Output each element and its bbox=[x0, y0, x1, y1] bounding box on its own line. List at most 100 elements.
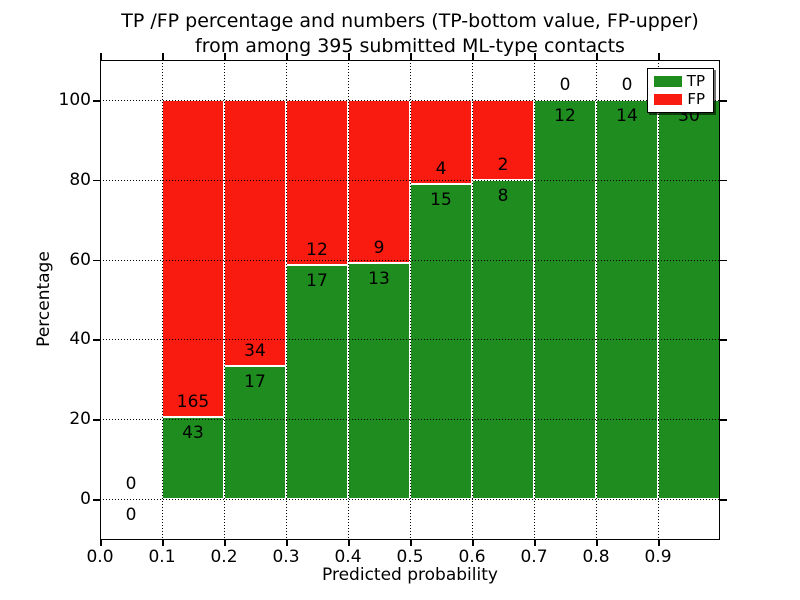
x-tick-mark bbox=[596, 539, 598, 546]
x-tick-mark-top bbox=[224, 53, 226, 60]
top-spine bbox=[100, 60, 720, 61]
fp-count-label: 34 bbox=[244, 341, 266, 361]
tp-count-label: 43 bbox=[182, 422, 204, 443]
y-tick-label: 100 bbox=[58, 90, 91, 110]
fp-count-label: 9 bbox=[373, 238, 385, 259]
x-gridline bbox=[348, 60, 349, 539]
fp-count-label: 165 bbox=[176, 391, 210, 412]
left-spine bbox=[100, 60, 101, 540]
x-tick-label: 0.3 bbox=[272, 547, 300, 567]
x-tick-mark-top bbox=[472, 53, 474, 60]
x-tick-mark bbox=[658, 539, 660, 546]
y-tick-mark bbox=[93, 499, 100, 501]
chart-title: TP /FP percentage and numbers (TP-bottom… bbox=[100, 9, 720, 59]
x-tick-mark-top bbox=[348, 53, 350, 60]
x-gridline bbox=[472, 60, 473, 539]
tp-count-label: 17 bbox=[306, 271, 328, 292]
x-tick-mark bbox=[534, 539, 536, 546]
x-tick-mark bbox=[286, 539, 288, 546]
y-tick-mark bbox=[93, 339, 100, 341]
x-gridline bbox=[162, 60, 163, 539]
y-tick-mark bbox=[93, 179, 100, 182]
tp-count-label: 15 bbox=[430, 189, 452, 210]
x-tick-label: 0.9 bbox=[644, 547, 672, 567]
x-tick-mark bbox=[162, 539, 164, 546]
fp-bar-segment bbox=[162, 100, 224, 417]
x-tick-mark bbox=[410, 539, 412, 546]
x-tick-mark-top bbox=[596, 53, 598, 60]
x-tick-label: 0.2 bbox=[210, 547, 238, 567]
x-tick-mark bbox=[100, 539, 102, 546]
fp-count-label: 0 bbox=[125, 474, 137, 494]
x-tick-mark bbox=[348, 539, 350, 546]
x-tick-label: 0.1 bbox=[148, 547, 176, 567]
x-tick-label: 0.4 bbox=[334, 547, 362, 567]
fp-bar-segment bbox=[224, 100, 286, 366]
tp-bar-segment bbox=[286, 265, 348, 499]
x-tick-label: 0.8 bbox=[582, 547, 610, 567]
fp-bar-segment bbox=[472, 100, 534, 180]
y-tick-label: 20 bbox=[69, 409, 91, 430]
y-axis-label: Percentage bbox=[34, 251, 54, 347]
y-tick-mark-right bbox=[720, 499, 727, 501]
legend: TP FP bbox=[647, 68, 714, 113]
y-tick-mark-right bbox=[720, 339, 727, 341]
x-tick-label: 0.6 bbox=[458, 547, 486, 567]
tp-bar-segment bbox=[348, 263, 410, 499]
right-spine bbox=[719, 60, 720, 540]
tp-count-label: 17 bbox=[244, 372, 266, 392]
x-tick-mark-top bbox=[658, 53, 660, 60]
fp-count-label: 12 bbox=[306, 240, 328, 261]
fp-count-label: 4 bbox=[435, 158, 447, 179]
y-tick-mark-right bbox=[720, 419, 727, 421]
y-tick-mark-right bbox=[720, 259, 727, 262]
x-tick-label: 0.0 bbox=[86, 547, 114, 567]
x-gridline bbox=[410, 60, 411, 539]
fp-count-label: 0 bbox=[559, 75, 571, 95]
x-tick-mark bbox=[224, 539, 226, 546]
x-tick-mark-top bbox=[162, 53, 164, 60]
y-tick-mark-right bbox=[720, 100, 727, 102]
x-tick-mark-top bbox=[410, 53, 412, 60]
y-tick-mark bbox=[93, 419, 100, 421]
tp-count-label: 8 bbox=[497, 185, 509, 206]
x-gridline bbox=[658, 60, 659, 539]
fp-legend-swatch bbox=[654, 94, 682, 106]
x-gridline bbox=[534, 60, 535, 539]
fp-bar-segment bbox=[286, 100, 348, 266]
y-tick-mark bbox=[93, 259, 100, 262]
tp-count-label: 0 bbox=[125, 505, 137, 525]
y-tick-label: 40 bbox=[69, 329, 91, 350]
tp-legend-swatch bbox=[654, 75, 682, 87]
y-tick-mark bbox=[93, 100, 100, 102]
x-gridline bbox=[596, 60, 597, 539]
x-tick-mark bbox=[472, 539, 474, 546]
x-tick-label: 0.7 bbox=[520, 547, 548, 567]
y-tick-mark-right bbox=[720, 179, 727, 182]
x-axis-label: Predicted probability bbox=[322, 565, 498, 585]
x-tick-mark-top bbox=[286, 53, 288, 60]
legend-item-fp: FP bbox=[654, 91, 707, 108]
chart-title-line2: from among 395 submitted ML-type contact… bbox=[195, 35, 625, 57]
chart-title-line1: TP /FP percentage and numbers (TP-bottom… bbox=[121, 10, 699, 32]
fp-legend-label: FP bbox=[687, 90, 705, 109]
fp-bar-segment bbox=[410, 100, 472, 184]
x-gridline bbox=[286, 60, 287, 539]
tp-bar-segment bbox=[596, 100, 658, 499]
plot-area: TP /FP percentage and numbers (TP-bottom… bbox=[34, 10, 727, 585]
tp-bar-segment bbox=[534, 100, 596, 499]
tp-bar-segment bbox=[658, 100, 720, 499]
x-gridline bbox=[224, 60, 225, 539]
legend-item-tp: TP bbox=[654, 71, 707, 90]
fp-count-label: 2 bbox=[497, 154, 509, 175]
y-tick-label: 60 bbox=[69, 249, 91, 270]
tp-legend-label: TP bbox=[686, 71, 705, 90]
x-tick-mark-top bbox=[534, 53, 536, 60]
y-tick-label: 0 bbox=[80, 489, 91, 509]
tp-count-label: 14 bbox=[616, 106, 638, 126]
fp-count-label: 0 bbox=[621, 75, 633, 95]
y-tick-label: 80 bbox=[69, 169, 91, 190]
tp-bar-segment bbox=[410, 183, 472, 499]
x-tick-label: 0.5 bbox=[396, 547, 424, 567]
